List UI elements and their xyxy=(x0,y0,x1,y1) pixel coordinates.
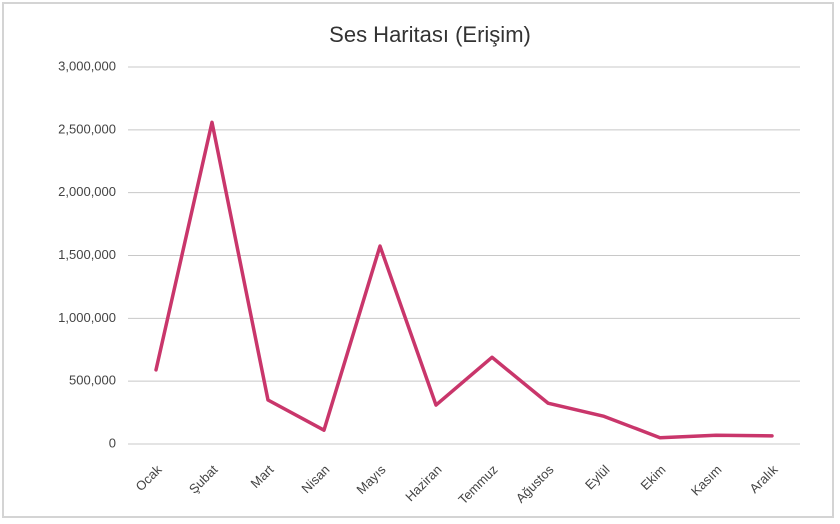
y-tick-label: 2,500,000 xyxy=(58,121,116,136)
y-tick-label: 2,000,000 xyxy=(58,184,116,199)
y-tick-label: 1,500,000 xyxy=(58,247,116,262)
chart-frame xyxy=(2,2,834,518)
data-line xyxy=(154,120,774,440)
y-tick-label: 1,000,000 xyxy=(58,310,116,325)
y-tick-label: 500,000 xyxy=(69,373,116,388)
y-tick-label: 3,000,000 xyxy=(58,58,116,73)
y-tick-label: 0 xyxy=(109,435,116,450)
chart-title: Ses Haritası (Erişim) xyxy=(329,22,531,47)
